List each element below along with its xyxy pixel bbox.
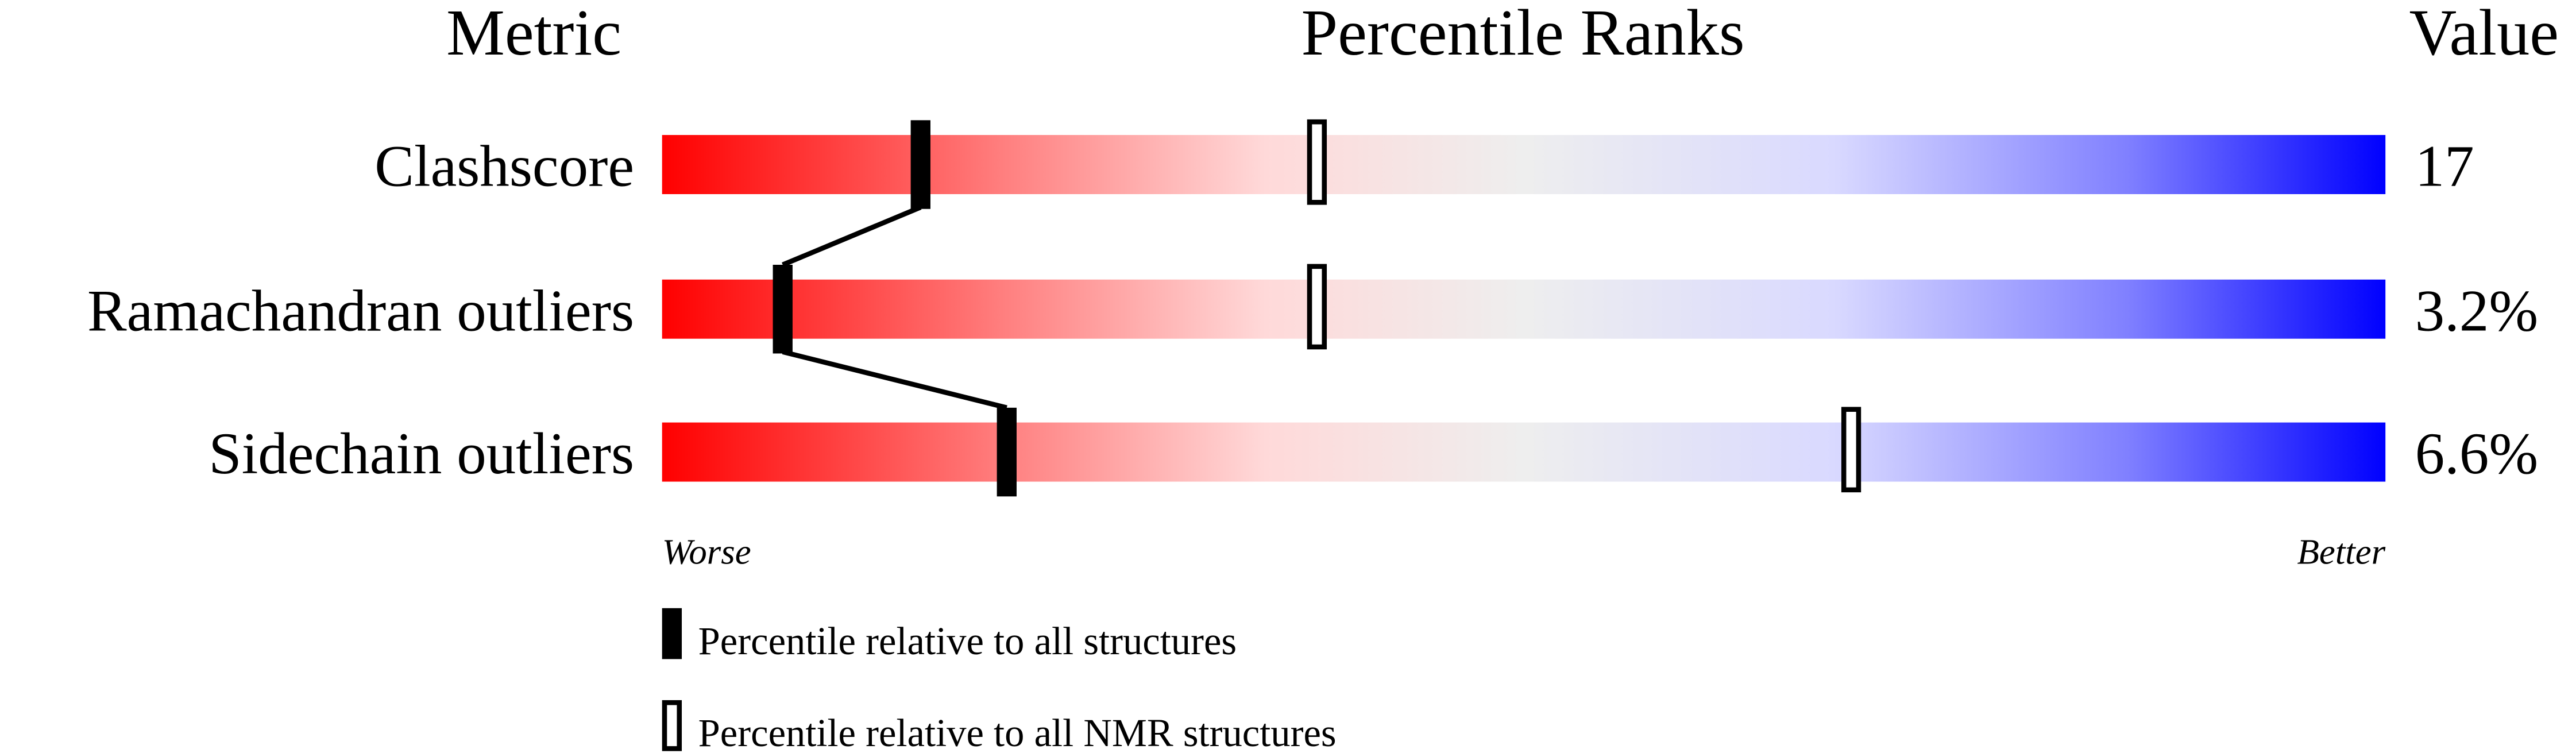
nmr-percentile-marker	[1307, 119, 1327, 205]
legend-label-nmr: Percentile relative to all NMR structure…	[698, 711, 1337, 753]
nmr-percentile-marker	[1307, 264, 1327, 350]
header-metric: Metric	[446, 0, 621, 69]
percentile-bar	[662, 135, 2386, 195]
percentile-bar	[662, 279, 2386, 339]
rows: Clashscore 17 Ramachandran outliers 3.2% Sid…	[87, 119, 2539, 497]
all-percentile-marker	[997, 407, 1017, 497]
legend-filled-marker	[662, 608, 682, 659]
connector-line	[782, 204, 922, 267]
legend-label-all: Percentile relative to all structures	[698, 619, 1237, 663]
connector-line	[782, 349, 1007, 411]
nmr-percentile-marker	[1841, 407, 1861, 493]
percentile-bar	[662, 422, 2386, 482]
legend-hollow-marker	[662, 700, 682, 751]
metric-value: 17	[2415, 134, 2474, 199]
axis-label-better: Better	[2297, 532, 2385, 572]
metric-value: 6.6%	[2415, 421, 2539, 486]
header-value: Value	[2409, 0, 2559, 69]
axis-label-worse: Worse	[662, 532, 751, 572]
all-percentile-marker	[910, 120, 930, 209]
metric-label: Clashscore	[374, 134, 634, 199]
all-percentile-marker	[773, 264, 793, 354]
metric-label: Sidechain outliers	[208, 421, 634, 486]
header-percentile-ranks: Percentile Ranks	[1301, 0, 1745, 69]
metric-value: 3.2%	[2415, 278, 2539, 343]
metric-label: Ramachandran outliers	[87, 278, 634, 343]
